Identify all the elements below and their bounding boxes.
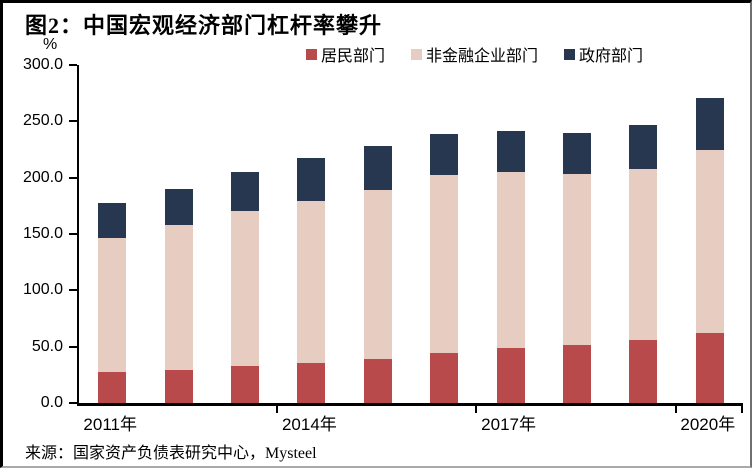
bar-segment-2014年-series2 [297,158,326,202]
x-axis-tick [741,406,743,413]
x-tick-label: 2014年 [281,415,337,434]
plot-area [69,64,743,413]
bar-segment-2017年-series1 [496,172,525,349]
bar-segment-2013年-series0 [231,365,259,403]
bar-segment-2017年-series0 [496,348,525,403]
x-axis-tick [674,406,677,413]
y-axis-tick [69,64,77,66]
x-axis-tick [276,406,279,413]
legend-item-1: 非金融企业部门 [411,42,538,66]
legend-label: 政府部门 [579,48,644,65]
bar-segment-2016年-series1 [430,174,459,353]
y-tick-label: 0.0 [40,394,63,411]
bar-segment-2015年-series0 [363,359,392,403]
y-axis-unit-label: % [43,36,58,53]
y-tick-label: 150.0 [22,225,63,242]
bar-segment-2014年-series1 [297,201,326,363]
bar-segment-2018年-series2 [563,133,591,174]
y-tick-label: 250.0 [22,112,63,130]
legend-marker-icon [564,48,576,60]
legend-label: 居民部门 [321,48,386,65]
bar-segment-2018年-series0 [563,344,591,403]
y-axis-tick [69,289,77,292]
bar-segment-2013年-series1 [231,211,259,366]
chart-title: 图2：中国宏观经济部门杠杆率攀升 [25,13,383,38]
bar-segment-2014年-series0 [297,362,326,403]
bar-segment-2020年-series2 [695,98,724,151]
bar-segment-2012年-series1 [164,225,193,370]
bar-segment-2017年-series2 [496,131,525,173]
source-note: 来源：国家资产负债表研究中心，Mysteel [25,445,317,462]
bar-segment-2016年-series2 [430,133,459,175]
bar-segment-2015年-series2 [363,146,392,190]
x-tick-label: 2017年 [481,415,536,434]
legend-marker-icon [411,48,423,60]
bar-segment-2019年-series1 [629,169,658,341]
bar-segment-2012年-series0 [164,369,193,403]
bar-segment-2018年-series1 [563,173,591,345]
legend-item-2: 政府部门 [564,42,643,66]
bar-segment-2019年-series0 [629,340,658,403]
y-tick-label: 300.0 [22,56,63,73]
bar-segment-2020年-series0 [695,332,724,403]
y-axis-tick [69,402,77,404]
bar-segment-2011年-series0 [98,371,127,403]
legend-label: 非金融企业部门 [426,48,539,65]
bar-segment-2011年-series1 [98,238,127,372]
legend-marker-icon [306,48,317,60]
x-tick-label: 2011年 [83,415,137,434]
bar-segment-2013年-series2 [231,172,259,212]
y-axis-tick [69,176,77,179]
x-axis-tick [475,406,478,413]
bar-segment-2012年-series2 [164,188,193,225]
bar-segment-2011年-series2 [98,202,127,239]
y-tick-label: 200.0 [22,168,63,186]
y-axis-tick [69,345,77,348]
bar-segment-2015年-series1 [363,189,392,360]
legend: 居民部门 非金融企业部门 政府部门 [306,42,643,66]
x-tick-label: 2020年 [680,415,736,434]
bar-segment-2016年-series0 [430,352,459,403]
y-axis-tick [69,120,77,123]
bar-segment-2019年-series2 [629,125,658,169]
bar-segment-2020年-series1 [695,150,724,333]
y-tick-label: 100.0 [22,281,63,299]
legend-item-0: 居民部门 [306,42,385,66]
y-axis-tick [69,233,77,235]
y-tick-label: 50.0 [31,337,63,355]
